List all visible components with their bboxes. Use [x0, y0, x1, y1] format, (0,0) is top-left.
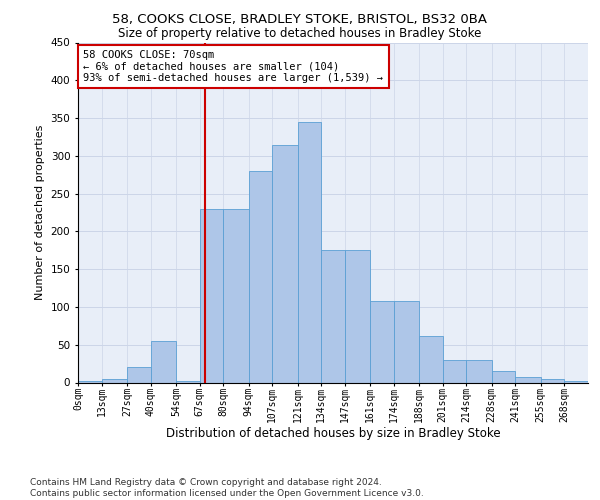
Text: Size of property relative to detached houses in Bradley Stoke: Size of property relative to detached ho…	[118, 28, 482, 40]
Bar	[565, 381, 588, 382]
Bar	[223, 208, 248, 382]
Bar	[272, 144, 298, 382]
Bar	[370, 301, 394, 382]
X-axis label: Distribution of detached houses by size in Bradley Stoke: Distribution of detached houses by size …	[166, 428, 500, 440]
Y-axis label: Number of detached properties: Number of detached properties	[35, 125, 45, 300]
Bar	[101, 378, 127, 382]
Bar	[298, 122, 321, 382]
Bar	[515, 377, 541, 382]
Text: Contains HM Land Registry data © Crown copyright and database right 2024.
Contai: Contains HM Land Registry data © Crown c…	[30, 478, 424, 498]
Bar	[394, 301, 419, 382]
Bar	[321, 250, 345, 382]
Bar	[78, 381, 101, 382]
Bar	[345, 250, 370, 382]
Bar	[176, 381, 200, 382]
Bar	[492, 371, 515, 382]
Bar	[248, 171, 272, 382]
Bar	[541, 378, 565, 382]
Bar	[200, 208, 223, 382]
Text: 58, COOKS CLOSE, BRADLEY STOKE, BRISTOL, BS32 0BA: 58, COOKS CLOSE, BRADLEY STOKE, BRISTOL,…	[113, 12, 487, 26]
Bar	[151, 341, 176, 382]
Bar	[419, 336, 443, 382]
Text: 58 COOKS CLOSE: 70sqm
← 6% of detached houses are smaller (104)
93% of semi-deta: 58 COOKS CLOSE: 70sqm ← 6% of detached h…	[83, 50, 383, 84]
Bar	[127, 368, 151, 382]
Bar	[443, 360, 466, 382]
Bar	[466, 360, 492, 382]
